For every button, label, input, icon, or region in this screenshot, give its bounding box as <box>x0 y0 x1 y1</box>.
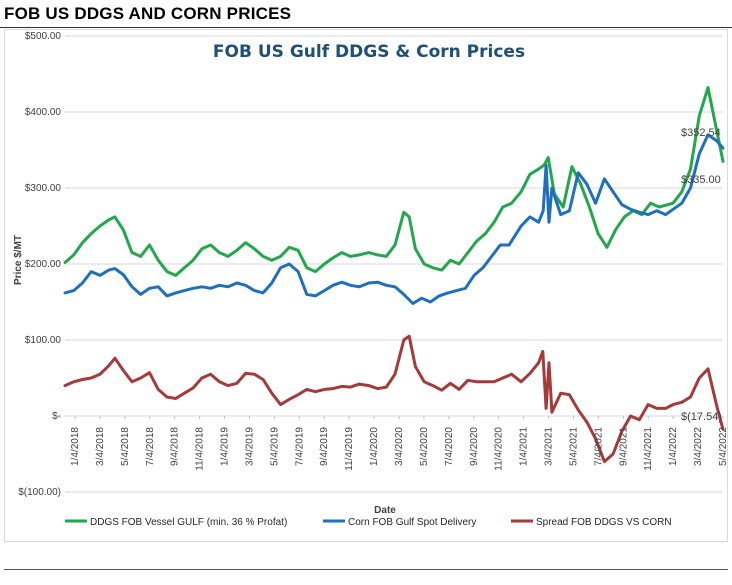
chart-title: FOB US Gulf DDGS & Corn Prices <box>213 42 525 62</box>
x-tick-label: 1/4/2021 <box>519 427 530 466</box>
y-tick-label: $100.00 <box>25 335 62 346</box>
y-tick-label: $500.00 <box>25 31 62 42</box>
x-tick-label: 5/4/2022 <box>718 427 729 466</box>
x-tick-label: 11/4/2019 <box>344 427 355 471</box>
x-tick-label: 5/4/2021 <box>568 427 579 466</box>
annotations: $352.54 $335.00 $(17.54) <box>681 127 722 423</box>
x-tick-label: 5/4/2020 <box>419 427 430 466</box>
x-tick-label: 5/4/2019 <box>269 427 280 466</box>
y-tick-label: $400.00 <box>25 107 62 118</box>
chart-container: $500.00 $400.00 $300.00 $200.00 $100.00 $- $(1… <box>4 29 729 542</box>
x-tick-label: 1/4/2022 <box>668 427 679 466</box>
y-tick-label: $- <box>52 411 61 422</box>
heading-underline <box>0 27 732 28</box>
x-tick-label: 9/4/2021 <box>618 427 629 466</box>
series-line-spread <box>63 334 725 464</box>
legend-entry: Corn FOB Gulf Spot Delivery <box>348 517 476 528</box>
legend: DDGS FOB Vessel GULF (min. 36 % Profat) C… <box>65 517 672 528</box>
footer-rule <box>4 569 728 570</box>
page-heading: FOB US DDGS AND CORN PRICES <box>4 4 292 23</box>
series-line-ddgs <box>63 86 725 277</box>
y-axis-label: Price $/MT <box>13 235 24 285</box>
x-tick-label: 3/4/2022 <box>693 427 704 466</box>
data-label: $335.00 <box>681 174 721 186</box>
x-tick-label: 11/4/2018 <box>195 427 206 471</box>
x-tick-label: 7/4/2018 <box>145 427 156 466</box>
x-tick-label: 7/4/2021 <box>593 427 604 466</box>
x-tick-label: 11/4/2021 <box>643 427 654 471</box>
x-tick-label: 7/4/2020 <box>444 427 455 466</box>
x-tick-label: 3/4/2021 <box>544 427 555 466</box>
axes: $500.00 $400.00 $300.00 $200.00 $100.00 $- $(1… <box>18 31 729 498</box>
x-tick-label: 1/4/2020 <box>369 427 380 466</box>
x-tick-label: 9/4/2020 <box>469 427 480 466</box>
line-chart: $500.00 $400.00 $300.00 $200.00 $100.00 $- $(1… <box>13 31 729 528</box>
y-tick-label: $200.00 <box>25 259 62 270</box>
y-tick-label: $(100.00) <box>18 487 61 498</box>
series-lines <box>63 86 725 464</box>
x-tick-label: 9/4/2019 <box>319 427 330 466</box>
x-tick-label: 3/4/2020 <box>394 427 405 466</box>
data-label: $(17.54) <box>681 411 722 423</box>
x-tick-label: 7/4/2019 <box>294 427 305 466</box>
x-tick-label: 9/4/2018 <box>170 427 181 466</box>
legend-entry: DDGS FOB Vessel GULF (min. 36 % Profat) <box>90 517 287 528</box>
x-tick-label: 3/4/2018 <box>95 427 106 466</box>
x-tick-label: 1/4/2019 <box>220 427 231 466</box>
x-tick-label: 11/4/2020 <box>494 427 505 471</box>
x-tick-label: 3/4/2019 <box>244 427 255 466</box>
grid <box>65 35 724 493</box>
series-line-corn <box>63 133 725 305</box>
data-label: $352.54 <box>681 127 721 139</box>
x-axis-label: Date <box>374 505 396 516</box>
x-tick-label: 5/4/2018 <box>120 427 131 466</box>
legend-entry: Spread FOB DDGS VS CORN <box>536 517 672 528</box>
x-tick-label: 1/4/2018 <box>70 427 81 466</box>
y-tick-label: $300.00 <box>25 183 62 194</box>
